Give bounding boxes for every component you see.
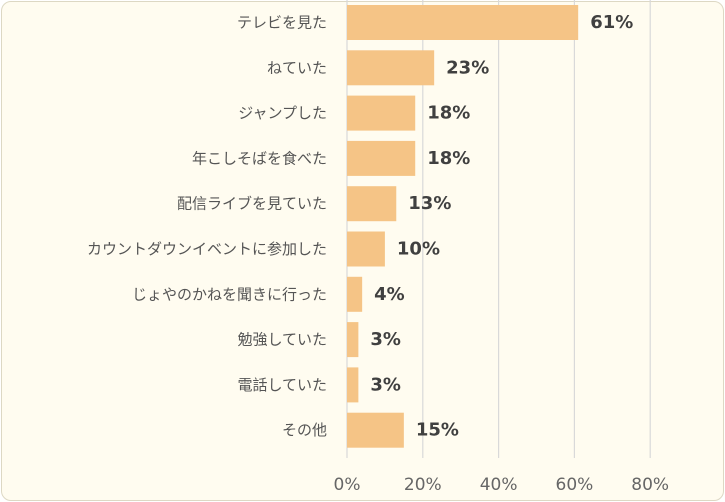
data-label: 15% (416, 420, 459, 441)
category-label: その他 (282, 421, 327, 439)
data-label: 10% (397, 239, 440, 260)
x-tick-label: 40% (480, 475, 518, 495)
bar (347, 231, 385, 267)
x-tick-label: 80% (631, 475, 669, 495)
category-label: 配信ライブを見ていた (177, 195, 327, 213)
category-label: 年こしそばを食べた (192, 149, 327, 167)
data-label: 3% (370, 329, 401, 350)
bar (347, 322, 359, 358)
data-label: 23% (446, 57, 489, 78)
data-label: 3% (370, 374, 401, 395)
bar (347, 140, 416, 176)
category-label: じょやのかねを聞きに行った (132, 285, 327, 303)
category-label: 電話していた (237, 376, 327, 394)
x-tick-label: 0% (334, 475, 361, 495)
category-label: ジャンプした (238, 104, 327, 122)
value-labels: 61% 23% 18% 18% 13% 10% 4% 3% 3% 15% (370, 12, 633, 441)
data-label: 13% (408, 193, 451, 214)
category-label: カウントダウンイベントに参加した (87, 240, 327, 258)
category-label: テレビを見た (237, 14, 327, 32)
bar (347, 412, 404, 448)
data-label: 4% (374, 284, 405, 305)
bars (347, 5, 579, 448)
bar (347, 95, 416, 131)
data-label: 61% (590, 12, 633, 33)
category-label: ねていた (267, 59, 327, 77)
data-label: 18% (427, 148, 470, 169)
category-label: 勉強していた (237, 331, 327, 349)
x-tick-label: 20% (404, 475, 442, 495)
bar (347, 5, 579, 40)
bar (347, 186, 397, 222)
bar (347, 367, 359, 403)
data-label: 18% (427, 103, 470, 124)
x-axis-tick-labels: 0% 20% 40% 60% 80% (334, 475, 670, 495)
x-tick-label: 60% (556, 475, 594, 495)
bar (347, 50, 435, 86)
category-labels: テレビを見たねていたジャンプした年こしそばを食べた配信ライブを見ていたカウントダ… (87, 14, 327, 440)
bar (347, 276, 363, 312)
